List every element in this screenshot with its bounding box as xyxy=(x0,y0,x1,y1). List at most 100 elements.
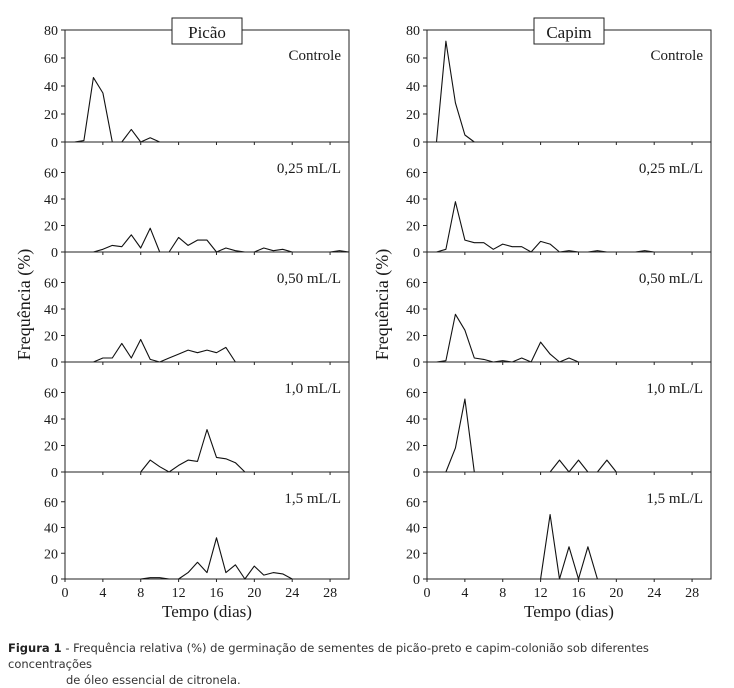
panel-2: 0 20 40 60 0,25 mL/L xyxy=(44,141,350,261)
panel-label: Controle xyxy=(289,48,342,64)
y-tick-label: 40 xyxy=(406,80,420,95)
y-tick-label: 0 xyxy=(413,136,420,151)
panel-frame xyxy=(64,251,350,363)
panel-4: 0 20 40 60 1,0 mL/L xyxy=(406,361,712,481)
panel-frame xyxy=(64,361,350,473)
x-tick-label: 8 xyxy=(137,586,144,601)
y-tick-label: 40 xyxy=(44,413,58,428)
series-line xyxy=(140,429,246,473)
y-tick-label: 40 xyxy=(406,522,420,537)
y-tick-label: 40 xyxy=(44,303,58,318)
y-tick-label: 80 xyxy=(44,24,58,39)
series-line xyxy=(445,398,617,473)
y-tick-label: 40 xyxy=(44,522,58,537)
chart-title-box xyxy=(533,17,605,45)
panel-5: 0 20 40 60 1,5 mL/L xyxy=(406,471,712,588)
y-axis-label: Frequência (%) xyxy=(14,249,35,360)
y-tick-label: 0 xyxy=(51,466,58,481)
panel-3: 0 20 40 60 0,50 mL/L xyxy=(44,251,350,371)
x-tick-label: 24 xyxy=(285,586,299,601)
panel-label: 0,25 mL/L xyxy=(639,161,703,177)
panel-3: 0 20 40 60 0,50 mL/L xyxy=(406,251,712,371)
x-tick-label: 12 xyxy=(534,586,548,601)
y-tick-label: 40 xyxy=(406,413,420,428)
y-tick-label: 60 xyxy=(406,496,420,511)
chart-title: Picão xyxy=(188,23,226,42)
x-axis-label: Tempo (dias) xyxy=(524,602,614,621)
y-tick-label: 0 xyxy=(51,573,58,588)
x-tick-label: 4 xyxy=(461,586,468,601)
series-line xyxy=(74,227,350,253)
series-line xyxy=(435,40,484,143)
panel-frame xyxy=(64,471,350,580)
caption-label: Figura 1 xyxy=(8,641,62,655)
y-tick-label: 0 xyxy=(51,356,58,371)
panel-frame xyxy=(64,141,350,253)
chart-title-box xyxy=(171,17,243,45)
series-line xyxy=(540,514,598,580)
figure-caption: Figura 1 - Frequência relativa (%) de ge… xyxy=(8,640,730,688)
y-tick-label: 0 xyxy=(413,466,420,481)
panel-frame xyxy=(426,471,712,580)
x-tick-label: 24 xyxy=(647,586,661,601)
y-tick-label: 40 xyxy=(406,303,420,318)
x-tick-label: 12 xyxy=(172,586,186,601)
x-tick-label: 28 xyxy=(323,586,337,601)
y-tick-label: 40 xyxy=(44,80,58,95)
y-tick-label: 20 xyxy=(44,547,58,562)
panel-frame xyxy=(64,29,350,143)
y-axis-label: Frequência (%) xyxy=(372,249,393,360)
panel-4: 0 20 40 60 1,0 mL/L xyxy=(44,361,350,481)
series-line xyxy=(436,313,579,363)
y-tick-label: 20 xyxy=(406,330,420,345)
y-tick-label: 0 xyxy=(413,356,420,371)
x-tick-label: 20 xyxy=(609,586,623,601)
chart-title: Capim xyxy=(546,23,591,42)
x-axis-label: Tempo (dias) xyxy=(162,602,252,621)
y-tick-label: 20 xyxy=(406,220,420,235)
x-tick-label: 20 xyxy=(247,586,261,601)
series-line xyxy=(74,77,160,143)
panel-label: 0,50 mL/L xyxy=(277,271,341,287)
panel-label: 1,0 mL/L xyxy=(284,381,341,397)
panel-frame xyxy=(426,361,712,473)
y-tick-label: 0 xyxy=(51,246,58,261)
y-tick-label: 60 xyxy=(44,496,58,511)
y-tick-label: 60 xyxy=(44,277,58,292)
y-tick-label: 20 xyxy=(406,108,420,123)
caption-text-line1: - Frequência relativa (%) de germinação … xyxy=(8,641,649,671)
y-tick-label: 20 xyxy=(406,440,420,455)
y-tick-label: 60 xyxy=(406,387,420,402)
panel-label: 0,25 mL/L xyxy=(277,161,341,177)
y-tick-label: 40 xyxy=(44,193,58,208)
x-tick-label: 0 xyxy=(62,586,69,601)
y-tick-label: 20 xyxy=(44,440,58,455)
panel-label: 1,5 mL/L xyxy=(284,491,341,507)
panel-5: 0 20 40 60 1,5 mL/L xyxy=(44,471,350,588)
panel-frame xyxy=(426,141,712,253)
panel-label: Controle xyxy=(651,48,704,64)
y-tick-label: 60 xyxy=(406,52,420,67)
y-tick-label: 0 xyxy=(51,136,58,151)
y-tick-label: 20 xyxy=(44,330,58,345)
panel-label: 1,0 mL/L xyxy=(646,381,703,397)
y-tick-label: 40 xyxy=(406,193,420,208)
y-tick-label: 60 xyxy=(406,167,420,182)
x-tick-label: 28 xyxy=(685,586,699,601)
y-tick-label: 20 xyxy=(44,108,58,123)
x-tick-label: 16 xyxy=(209,586,223,601)
series-line xyxy=(140,537,293,580)
y-tick-label: 0 xyxy=(413,573,420,588)
x-tick-label: 16 xyxy=(571,586,585,601)
panel-label: 1,5 mL/L xyxy=(646,491,703,507)
x-tick-label: 0 xyxy=(424,586,431,601)
panel-2: 0 20 40 60 0,25 mL/L xyxy=(406,141,712,261)
y-tick-label: 20 xyxy=(406,547,420,562)
y-tick-label: 60 xyxy=(44,387,58,402)
panel-frame xyxy=(426,29,712,143)
y-tick-label: 60 xyxy=(44,167,58,182)
x-tick-label: 4 xyxy=(99,586,106,601)
